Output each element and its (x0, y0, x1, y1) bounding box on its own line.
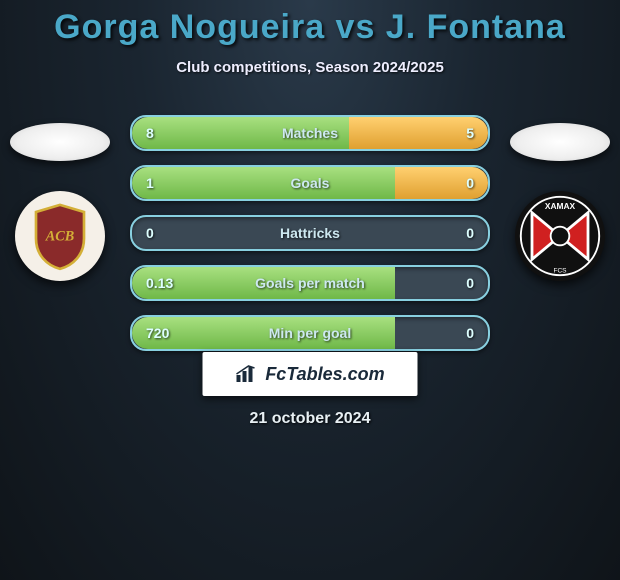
shield-icon: ACB (20, 196, 100, 276)
right-club-logo: XAMAX FCS (515, 191, 605, 281)
stat-label: Goals (291, 175, 330, 191)
stat-label: Matches (282, 125, 338, 141)
bar-chart-icon (235, 365, 259, 383)
page-subtitle: Club competitions, Season 2024/2025 (0, 59, 620, 76)
left-side-col: ACB (0, 123, 120, 281)
stat-label: Min per goal (269, 325, 351, 341)
stat-bar-hattricks: 0 Hattricks 0 (130, 215, 490, 251)
right-club-subtext: FCS (553, 267, 567, 274)
stat-left-value: 1 (146, 175, 154, 191)
right-player-placeholder (510, 123, 610, 161)
stat-bar-min-per-goal: 720 Min per goal 0 (130, 315, 490, 351)
stat-right-value: 0 (466, 325, 474, 341)
stats-column: 8 Matches 5 1 Goals 0 0 Hattricks 0 (120, 115, 500, 351)
stat-right-value: 0 (466, 275, 474, 291)
stat-left-value: 720 (146, 325, 169, 341)
brand-box[interactable]: FcTables.com (203, 352, 418, 396)
stat-right-value: 0 (466, 175, 474, 191)
stat-bar-goals-per-match: 0.13 Goals per match 0 (130, 265, 490, 301)
brand-text: FcTables.com (265, 364, 384, 385)
comparison-container: Gorga Nogueira vs J. Fontana Club compet… (0, 0, 620, 580)
stat-left-value: 0.13 (146, 275, 173, 291)
stat-label: Hattricks (280, 225, 340, 241)
stat-fill-left (132, 317, 395, 349)
left-club-text: ACB (45, 228, 74, 244)
body-row: ACB 8 Matches 5 1 Goals 0 (0, 115, 620, 351)
stat-left-value: 8 (146, 125, 154, 141)
page-title: Gorga Nogueira vs J. Fontana (0, 0, 620, 47)
stat-right-value: 5 (466, 125, 474, 141)
date-line: 21 october 2024 (0, 410, 620, 428)
right-club-text: XAMAX (545, 201, 576, 211)
xamax-logo-icon: XAMAX FCS (518, 194, 602, 278)
stat-bar-matches: 8 Matches 5 (130, 115, 490, 151)
left-club-logo: ACB (15, 191, 105, 281)
stat-right-value: 0 (466, 225, 474, 241)
stat-left-value: 0 (146, 225, 154, 241)
stat-fill-left (132, 167, 395, 199)
right-side-col: XAMAX FCS (500, 123, 620, 281)
left-player-placeholder (10, 123, 110, 161)
stat-label: Goals per match (255, 275, 365, 291)
stat-bar-goals: 1 Goals 0 (130, 165, 490, 201)
